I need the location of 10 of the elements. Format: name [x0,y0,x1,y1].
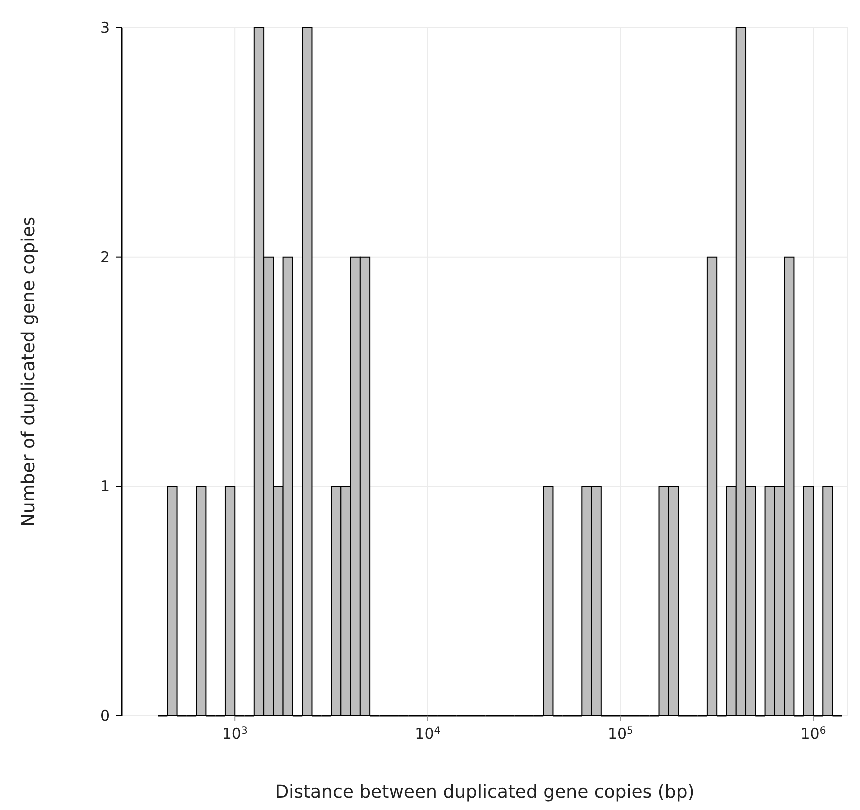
x-tick-label: 10$^{6}$ [800,725,826,743]
x-tick-label: 10$^{4}$ [415,725,441,743]
x-tick-label: 10$^{5}$ [608,725,634,743]
y-tick-label: 2 [100,248,110,266]
y-tick-label: 0 [100,707,110,725]
x-tick-label: 10$^{3}$ [222,725,248,743]
x-axis-title: Distance between duplicated gene copies (bp) [275,782,695,803]
y-axis-title: Number of duplicated gene copies [18,216,40,528]
y-tick-label: 1 [100,478,110,496]
y-tick-label: 3 [100,19,110,37]
